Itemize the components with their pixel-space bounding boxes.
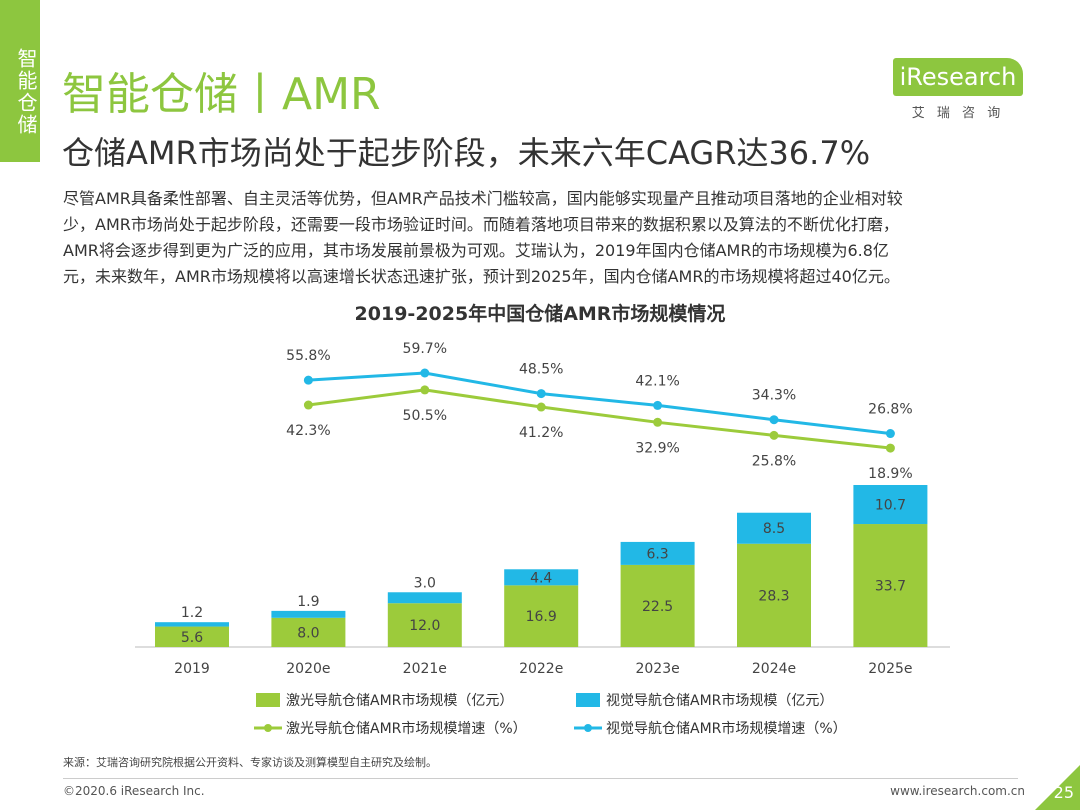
data-label: 41.2% — [519, 425, 563, 441]
data-label: 6.3 — [646, 546, 668, 562]
line-marker — [653, 400, 663, 410]
copyright: ©2020.6 iResearch Inc. — [63, 784, 205, 798]
bar — [387, 592, 462, 604]
line — [308, 371, 891, 436]
line-marker — [653, 417, 663, 427]
x-tick-label: 2025e — [868, 661, 912, 677]
line-marker — [769, 430, 779, 440]
line-marker — [420, 368, 430, 378]
legend-swatch — [264, 724, 272, 732]
body-line: 元，未来数年，AMR市场规模将以高速增长状态迅速扩张，预计到2025年，国内仓储… — [63, 267, 900, 286]
logo: iResearch — [893, 58, 1023, 96]
body-line: 尽管AMR具备柔性部署、自主灵活等优势，但AMR产品技术门槛较高，国内能够实现量… — [63, 189, 903, 208]
line-marker — [303, 375, 313, 385]
data-label: 28.3 — [758, 588, 789, 604]
body-line: AMR将会逐步得到更为广泛的应用，其市场发展前景极为可观。艾瑞认为，2019年国… — [63, 241, 889, 260]
body-text: 尽管AMR具备柔性部署、自主灵活等优势，但AMR产品技术门槛较高，国内能够实现量… — [63, 186, 1023, 290]
data-label: 25.8% — [752, 453, 796, 469]
data-label: 32.9% — [635, 440, 679, 456]
legend-label: 激光导航仓储AMR市场规模增速（%） — [286, 720, 527, 737]
bar — [620, 541, 695, 565]
line-marker — [303, 400, 313, 410]
bar — [737, 543, 811, 647]
line-marker — [536, 389, 546, 399]
line-marker — [885, 429, 895, 439]
x-tick-label: 2020e — [286, 661, 330, 677]
bar — [155, 622, 229, 627]
bar — [620, 564, 695, 647]
bar — [387, 603, 462, 647]
data-label: 50.5% — [403, 408, 447, 424]
data-label: 1.2 — [181, 605, 203, 621]
line-marker — [420, 385, 430, 395]
data-label: 1.9 — [297, 594, 319, 610]
data-label: 48.5% — [519, 362, 563, 378]
line — [308, 388, 891, 450]
chart-title: 2019-2025年中国仓储AMR市场规模情况 — [355, 302, 726, 325]
bar — [271, 617, 346, 647]
bar — [504, 569, 579, 586]
data-label: 5.6 — [181, 630, 203, 646]
line-marker — [769, 415, 779, 425]
data-label: 42.3% — [286, 423, 330, 439]
data-label: 8.0 — [297, 625, 319, 641]
footer-rule — [63, 778, 1018, 779]
data-label: 34.3% — [752, 388, 796, 404]
bar — [504, 585, 579, 647]
data-label: 55.8% — [286, 348, 330, 364]
data-label: 33.7 — [875, 579, 906, 595]
data-label: 26.8% — [868, 402, 912, 418]
data-label: 16.9 — [526, 609, 557, 625]
corner-decoration — [1035, 765, 1080, 810]
data-label: 8.5 — [763, 521, 785, 537]
source-note: 来源：艾瑞咨询研究院根据公开资料、专家访谈及测算模型自主研究及绘制。 — [63, 756, 437, 769]
body-line: 少，AMR市场尚处于起步阶段，还需要一段市场验证时间。而随着落地项目带来的数据积… — [63, 215, 899, 234]
bar — [155, 626, 229, 647]
x-tick-label: 2019 — [174, 661, 210, 677]
legend-label: 视觉导航仓储AMR市场规模增速（%） — [606, 720, 847, 737]
data-label: 12.0 — [409, 618, 440, 634]
bar — [853, 524, 928, 647]
line-marker — [885, 443, 895, 453]
chart: 2019-2025年中国仓储AMR市场规模情况 2019 2020e 2021e 20… — [135, 302, 950, 737]
side-tab: 智能仓储 — [0, 0, 40, 162]
bar — [271, 610, 346, 618]
x-tick-label: 2023e — [635, 661, 679, 677]
data-label: 18.9% — [868, 466, 912, 482]
line-marker — [536, 402, 546, 412]
legend-swatch — [576, 693, 600, 707]
data-label: 10.7 — [875, 498, 906, 514]
x-tick-label: 2022e — [519, 661, 563, 677]
bar — [853, 485, 928, 525]
legend-swatch — [256, 693, 280, 707]
data-label: 22.5 — [642, 599, 673, 615]
x-tick-label: 2021e — [403, 661, 447, 677]
slide-subtitle: 仓储AMR市场尚处于起步阶段，未来六年CAGR达36.7% — [62, 134, 871, 172]
data-label: 3.0 — [414, 575, 436, 591]
legend-swatch — [584, 724, 592, 732]
page-number: 25 — [1053, 783, 1074, 802]
data-label: 42.1% — [635, 373, 679, 389]
data-label: 59.7% — [403, 341, 447, 357]
x-tick-label: 2024e — [752, 661, 796, 677]
footer-url: www.iresearch.com.cn — [890, 784, 1025, 798]
legend-label: 视觉导航仓储AMR市场规模（亿元） — [606, 692, 833, 709]
logo-subtitle: 艾 瑞 咨 询 — [911, 106, 1005, 121]
legend-label: 激光导航仓储AMR市场规模（亿元） — [286, 692, 513, 709]
bar — [737, 512, 811, 544]
slide-title: 智能仓储丨AMR — [62, 69, 381, 120]
data-label: 4.4 — [530, 570, 552, 586]
